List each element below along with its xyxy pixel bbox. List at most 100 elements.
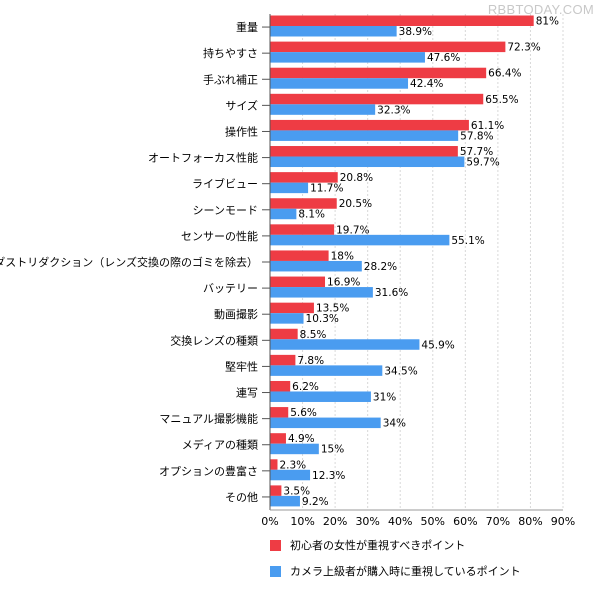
bar-series2 — [270, 391, 371, 402]
bar-series1 — [270, 15, 534, 26]
x-tick-label: 90% — [551, 515, 575, 528]
bar-series1 — [270, 354, 296, 366]
category-label: 交換レンズの種類 — [170, 333, 258, 347]
bar-series2 — [270, 52, 425, 63]
data-label-series1: 2.3% — [279, 459, 306, 471]
legend-swatch-series2 — [270, 565, 281, 577]
category-label: センサーの性能 — [181, 229, 258, 243]
data-label-series2: 9.2% — [302, 496, 329, 508]
category-label: その他 — [225, 491, 258, 504]
data-label-series2: 55.1% — [451, 235, 484, 247]
watermark: RBBTODAY.COM — [487, 2, 594, 17]
data-label-series1: 20.8% — [340, 172, 373, 184]
data-label-series2: 57.8% — [460, 130, 493, 142]
legend-item-series2: カメラ上級者が購入時に重視しているポイント — [270, 564, 521, 578]
data-label-series1: 8.5% — [300, 329, 327, 341]
data-label-series1: 72.3% — [507, 42, 540, 54]
bar-series1 — [270, 224, 335, 235]
data-label-series2: 12.3% — [312, 470, 345, 482]
data-label-series2: 45.9% — [421, 339, 454, 351]
bar-series2 — [270, 26, 397, 37]
bar-series2 — [270, 260, 362, 272]
bar-series2 — [270, 443, 319, 455]
data-label-series2: 38.9% — [399, 26, 432, 38]
x-tick-label: 0% — [261, 515, 278, 528]
x-tick-label: 80% — [518, 515, 542, 528]
x-tick-label: 70% — [486, 515, 510, 528]
data-label-series2: 31% — [373, 391, 396, 403]
data-label-series1: 18% — [331, 250, 354, 262]
category-label: 持ちやすさ — [203, 46, 258, 60]
legend-label-series2: カメラ上級者が購入時に重視しているポイント — [290, 565, 521, 578]
category-label: 操作性 — [225, 124, 258, 138]
x-tick-label: 20% — [323, 515, 347, 528]
bar-series2 — [270, 130, 459, 141]
legend: 初心者の女性が重視すべきポイント カメラ上級者が購入時に重視しているポイント — [270, 538, 521, 590]
bar-series2 — [270, 78, 409, 89]
category-label: メディアの種類 — [182, 438, 258, 452]
category-label: 動画撮影 — [214, 307, 258, 321]
data-label-series1: 13.5% — [316, 303, 349, 315]
data-label-series1: 57.7% — [460, 146, 493, 158]
x-tick-label: 40% — [388, 515, 412, 528]
legend-item-series1: 初心者の女性が重視すべきポイント — [270, 538, 521, 552]
category-label: オプションの豊富さ — [159, 464, 258, 478]
category-label: サイズ — [225, 98, 258, 112]
data-label-series1: 20.5% — [339, 198, 372, 210]
bar-series1 — [270, 41, 506, 53]
category-label: バッテリー — [203, 282, 258, 295]
bar-series1 — [270, 198, 337, 209]
data-label-series1: 61.1% — [471, 120, 504, 132]
bar-series2 — [270, 182, 309, 194]
bar-series2 — [270, 365, 383, 376]
data-label-series2: 32.3% — [377, 104, 410, 116]
data-label-series2: 15% — [321, 444, 344, 456]
x-tick-label: 60% — [453, 515, 477, 528]
bar-series2 — [270, 208, 297, 220]
data-label-series2: 47.6% — [427, 52, 460, 64]
category-label: マニュアル撮影機能 — [159, 412, 258, 426]
category-label: 連写 — [236, 386, 258, 400]
data-label-series1: 3.5% — [283, 485, 310, 497]
legend-swatch-series1 — [270, 539, 281, 551]
category-label: ライブビュー — [192, 177, 258, 191]
bar-series1 — [270, 407, 289, 418]
bar-series2 — [270, 469, 311, 481]
data-label-series1: 66.4% — [488, 68, 521, 80]
data-label-series2: 31.6% — [375, 287, 408, 299]
bar-series1 — [270, 172, 338, 183]
data-label-series1: 19.7% — [336, 224, 369, 236]
bar-series2 — [270, 339, 420, 350]
category-label: シーンモード — [193, 204, 258, 217]
data-label-series1: 7.8% — [297, 355, 324, 367]
bar-series1 — [270, 119, 469, 131]
data-label-series2: 28.2% — [364, 261, 397, 273]
x-tick-label: 30% — [355, 515, 379, 528]
bar-series1 — [270, 328, 298, 340]
category-label: 堅牢性 — [225, 359, 258, 373]
data-label-series2: 34% — [383, 418, 406, 430]
bar-series1 — [270, 433, 286, 444]
category-label: オートフォーカス性能 — [148, 151, 258, 165]
bar-series2 — [270, 287, 373, 298]
data-label-series1: 6.2% — [292, 381, 319, 393]
data-label-series1: 4.9% — [288, 433, 315, 445]
legend-label-series1: 初心者の女性が重視すべきポイント — [290, 539, 466, 552]
bar-series1 — [270, 250, 329, 261]
data-label-series2: 10.3% — [306, 313, 339, 325]
bar-series1 — [270, 459, 278, 470]
data-label-series2: 11.7% — [310, 183, 343, 195]
bar-series2 — [270, 156, 465, 168]
data-label-series2: 42.4% — [410, 78, 443, 90]
bar-series1 — [270, 380, 291, 392]
bar-series1 — [270, 93, 484, 105]
bar-series2 — [270, 417, 381, 429]
category-label: ダストリダクション（レンズ交換の際のゴミを除去） — [0, 255, 258, 269]
data-label-series2: 8.1% — [298, 209, 325, 221]
data-label-series1: 5.6% — [290, 407, 317, 419]
data-label-series1: 65.5% — [485, 94, 518, 106]
bar-series1 — [270, 276, 326, 288]
bar-series1 — [270, 67, 487, 79]
bar-series1 — [270, 485, 282, 496]
bar-series2 — [270, 104, 376, 115]
